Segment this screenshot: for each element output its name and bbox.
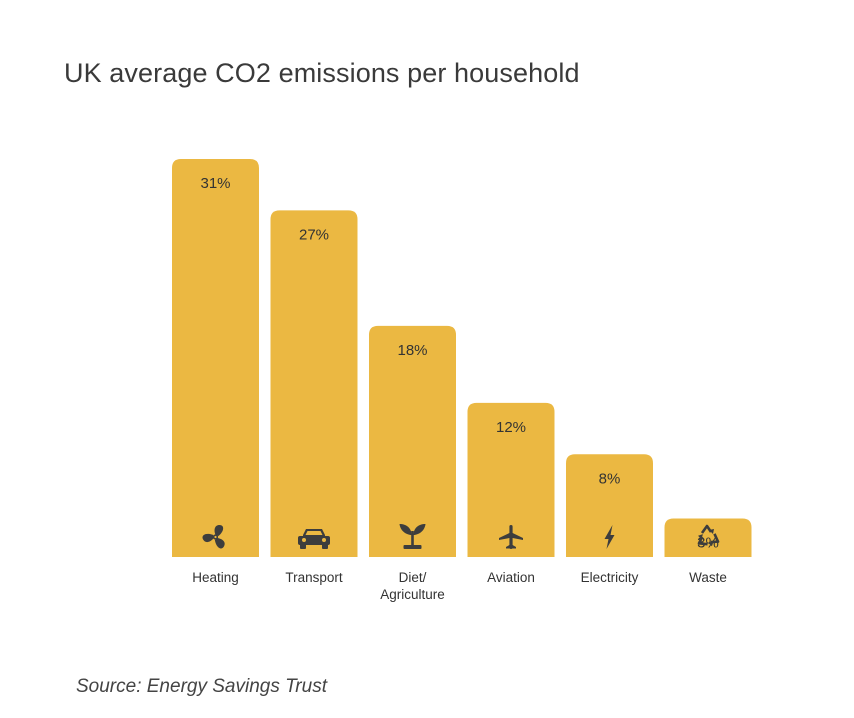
bar-0 [172,159,259,557]
bar-1 [270,210,358,557]
bar-2 [369,325,456,557]
bar-5 [664,518,752,557]
source-note: Source: Energy Savings Trust [76,676,327,697]
bar-4 [566,454,653,557]
value-label-1: 27% [299,226,329,243]
category-label-2: Diet/Agriculture [380,570,445,602]
value-label-4: 8% [599,470,621,487]
category-label-0: Heating [192,570,239,585]
plant-icon [399,524,426,549]
category-label-5: Waste [689,570,727,585]
value-label-2: 18% [397,342,427,359]
fan-icon [202,525,225,549]
car-icon [298,529,330,549]
category-label-3: Aviation [487,570,535,585]
category-label-1: Transport [285,570,343,585]
value-label-3: 12% [496,419,526,436]
bar-3 [467,402,555,557]
lightning-icon [604,525,615,549]
chart-title: UK average CO2 emissions per household [64,58,580,88]
value-label-0: 31% [200,175,230,192]
recycle-icon [697,524,720,547]
category-label-4: Electricity [581,570,639,585]
airplane-icon [499,525,523,549]
